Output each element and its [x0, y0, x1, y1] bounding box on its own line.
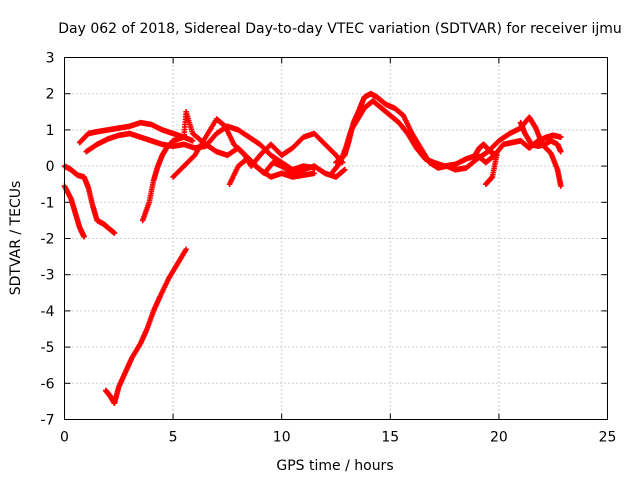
x-tick-label: 20 [490, 430, 508, 446]
x-tick-label: 25 [599, 430, 617, 446]
x-tick-label: 15 [381, 430, 399, 446]
y-tick-label: -3 [41, 268, 55, 284]
axis-ticks: 0 5 10 15 20 25 -7 -6 -5 -4 -3 -2 -1 0 1 2 3 [41, 51, 617, 446]
data-point-marker [183, 246, 189, 253]
y-tick-label: 3 [46, 51, 55, 67]
data-point-marker [111, 230, 118, 236]
series-track-k [472, 141, 500, 187]
series-track-b [61, 183, 87, 240]
series-track-c [102, 246, 189, 407]
y-tick-label: 2 [46, 87, 55, 103]
series-track-j [328, 98, 564, 177]
x-tick-label: 5 [169, 430, 178, 446]
series-track-l [517, 119, 564, 155]
data-point-marker [558, 148, 564, 155]
data-point-marker [558, 134, 564, 140]
y-tick-label: -2 [41, 232, 55, 248]
data-point-marker [341, 166, 348, 173]
series-track-a [61, 163, 118, 236]
data-point-marker [483, 181, 489, 187]
data-points [61, 90, 564, 407]
y-tick-label: -1 [41, 195, 55, 211]
y-tick-label: -6 [41, 376, 55, 392]
data-point-marker [558, 183, 564, 189]
x-tick-label: 10 [273, 430, 291, 446]
chart-title: Day 062 of 2018, Sidereal Day-to-day VTE… [58, 21, 622, 37]
data-point-marker [189, 137, 196, 144]
plot-frame [64, 57, 608, 420]
data-point-marker [311, 170, 318, 177]
series-track-h [226, 156, 348, 187]
x-tick-label: 0 [60, 430, 69, 446]
x-axis-label: GPS time / hours [276, 458, 393, 474]
data-point-marker [81, 233, 87, 240]
series-track-d [76, 119, 196, 146]
y-tick-label: 0 [46, 159, 55, 175]
y-tick-label: -7 [41, 413, 55, 429]
y-tick-label: -4 [41, 304, 55, 320]
y-axis-label: SDTVAR / TECUs [8, 181, 24, 296]
y-tick-label: -5 [41, 340, 55, 356]
y-tick-label: 1 [46, 123, 55, 139]
